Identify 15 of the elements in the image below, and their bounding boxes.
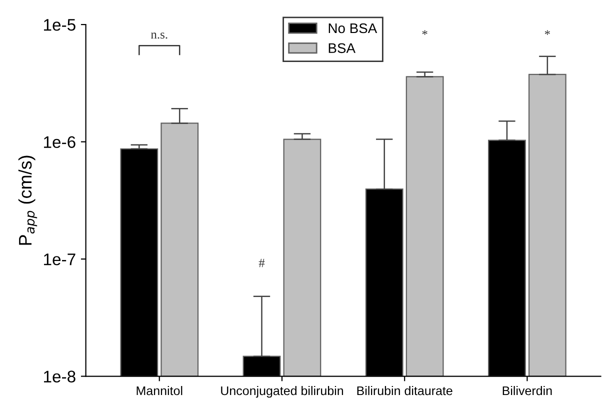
x-tick-label: Mannitol bbox=[136, 386, 182, 396]
x-tick-label: Bilirubin ditaurate bbox=[357, 386, 452, 396]
annotation: * bbox=[544, 30, 550, 35]
annotation: n.s. bbox=[150, 32, 168, 39]
y-tick-label: 1e-5 bbox=[44, 19, 76, 31]
legend-label: No BSA bbox=[328, 23, 378, 34]
annotation: # bbox=[258, 258, 265, 268]
y-tick-label: 1e-6 bbox=[44, 136, 76, 148]
x-tick-label: Biliverdin bbox=[502, 386, 552, 396]
y-axis-title: P$_{app}$ (cm/s) bbox=[18, 156, 38, 245]
x-tick-label: Unconjugated bilirubin bbox=[221, 386, 344, 398]
legend-label: BSA bbox=[328, 43, 356, 54]
y-tick-label: 1e-7 bbox=[44, 254, 76, 266]
annotation: * bbox=[422, 30, 428, 35]
y-tick-label: 1e-8 bbox=[44, 370, 76, 382]
